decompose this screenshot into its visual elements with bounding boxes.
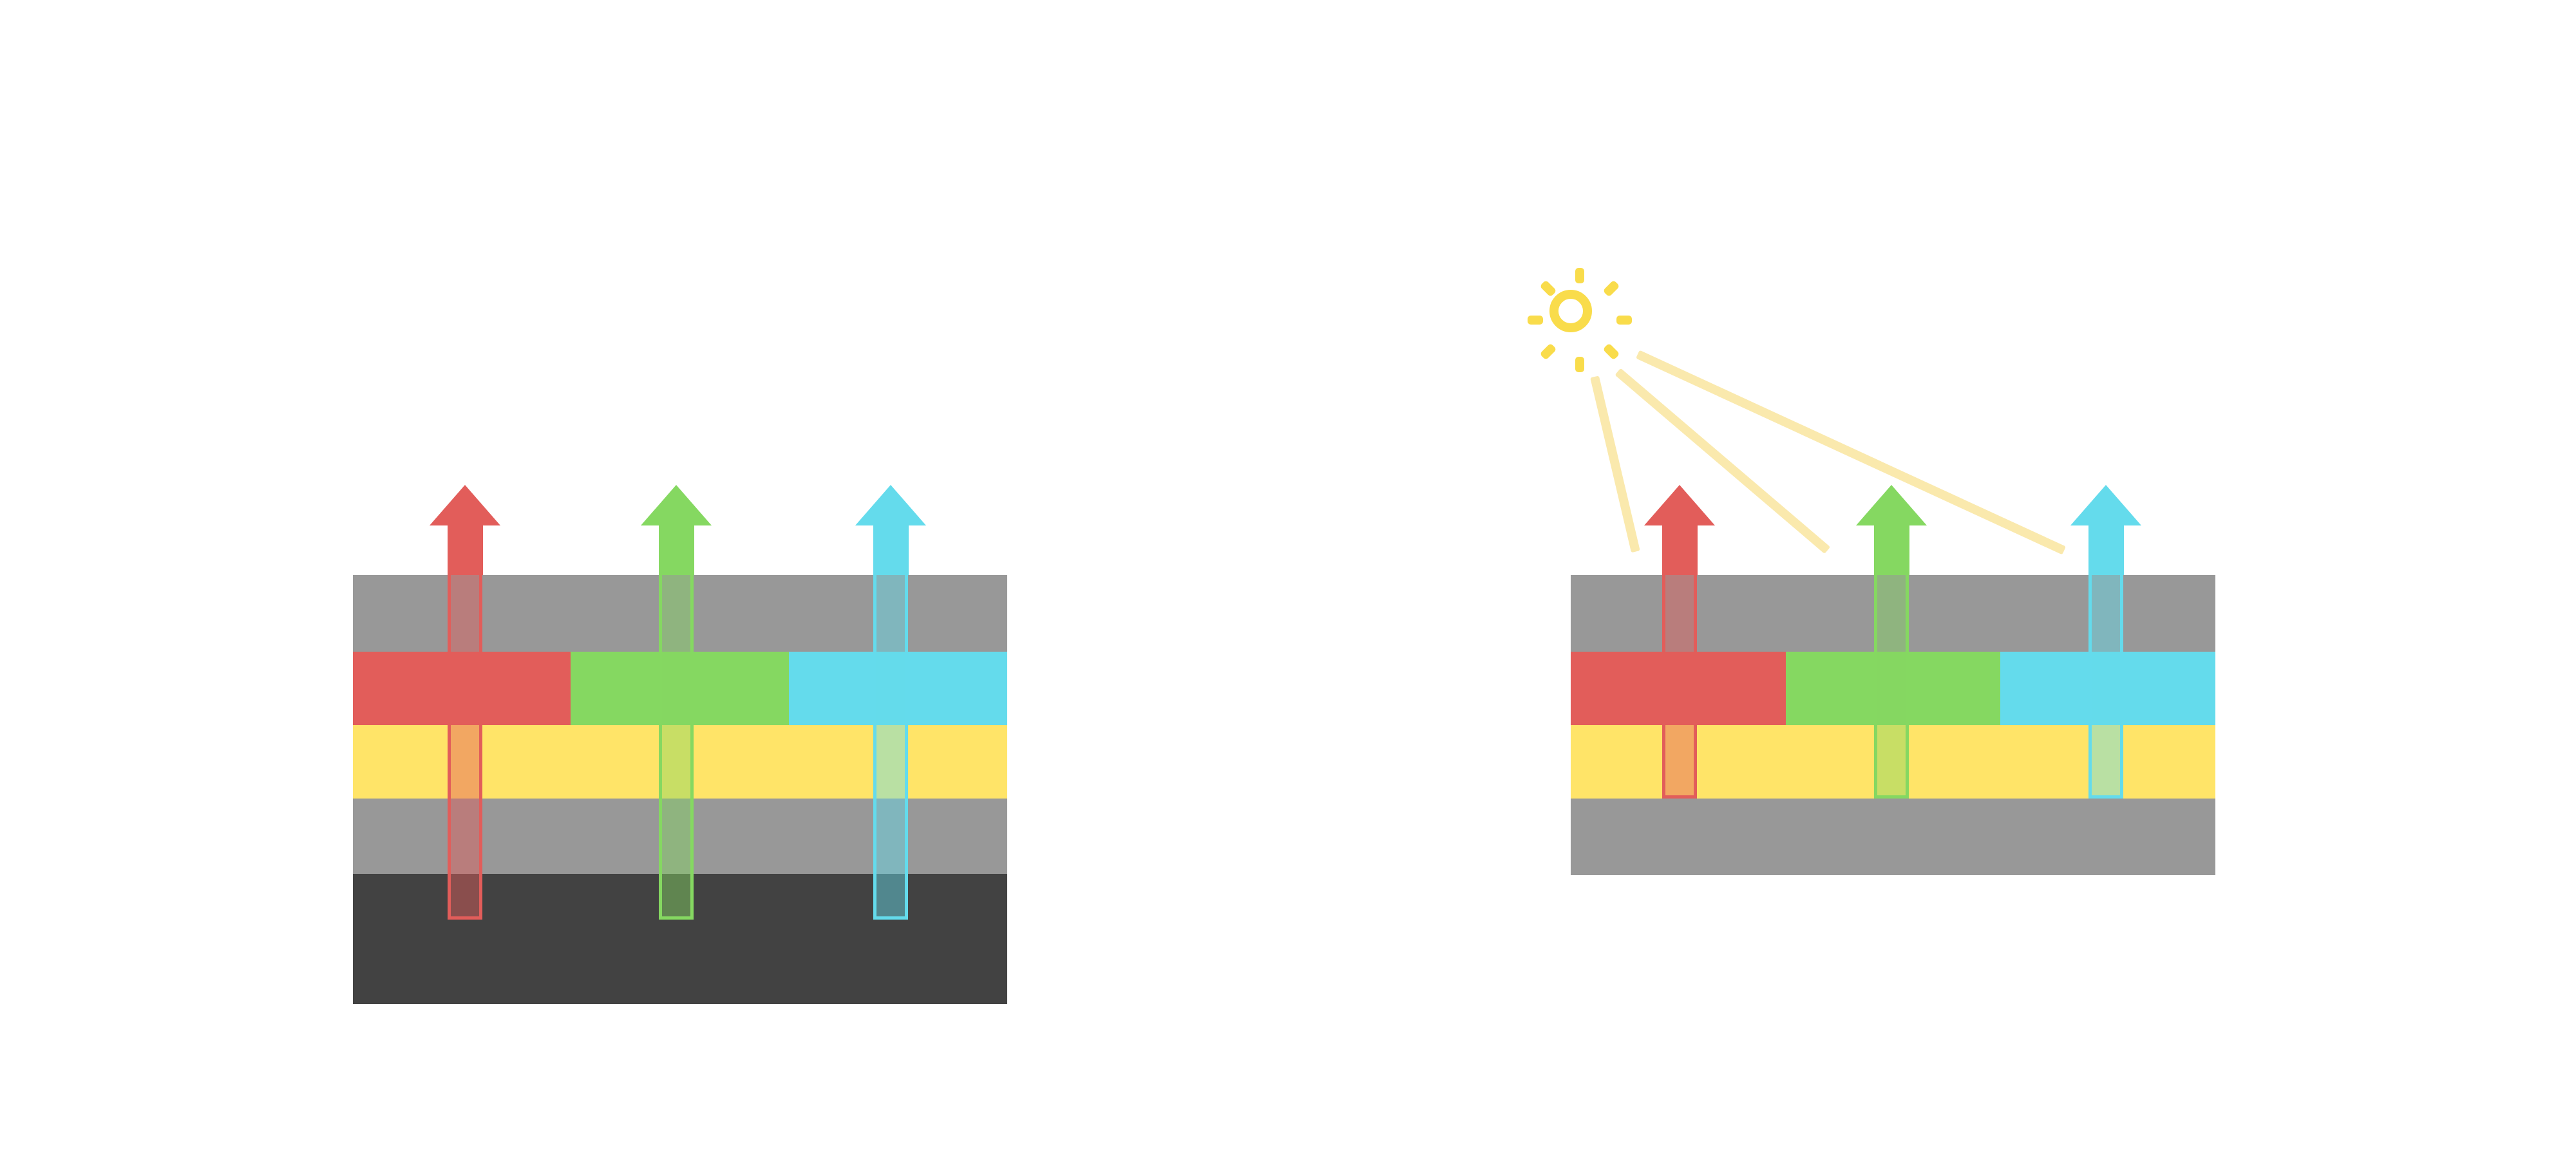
top-gray-layer bbox=[353, 575, 1007, 652]
sun-ray-icon bbox=[1575, 357, 1584, 372]
yellow-layer bbox=[1571, 725, 2215, 799]
blue-light-arrow-head bbox=[855, 485, 926, 525]
blue-light-arrow-head bbox=[2070, 485, 2141, 525]
sun-ray-icon bbox=[1616, 316, 1632, 325]
color-filter-red bbox=[1571, 652, 1786, 725]
sun-ray-icon bbox=[1528, 316, 1543, 325]
red-light-arrow-tail bbox=[1662, 575, 1697, 799]
sun-ray-icon bbox=[1602, 279, 1620, 298]
color-filter-green bbox=[571, 652, 789, 725]
blue-light-arrow-tail bbox=[873, 575, 908, 920]
red-light-arrow-head bbox=[430, 485, 500, 525]
color-filter-green bbox=[1786, 652, 2000, 725]
bottom-gray-layer bbox=[1571, 799, 2215, 875]
green-light-arrow-tail bbox=[659, 575, 694, 920]
green-light-arrow-shaft bbox=[1873, 525, 1909, 575]
green-light-arrow-head bbox=[1856, 485, 1927, 525]
sun-icon bbox=[1549, 290, 1592, 332]
sun-ray-icon bbox=[1539, 343, 1557, 361]
blue-light-arrow-shaft bbox=[2088, 525, 2124, 575]
yellow-layer bbox=[353, 725, 1007, 799]
blue-light-arrow-tail bbox=[2088, 575, 2123, 799]
dark-backplane-layer bbox=[353, 874, 1007, 1004]
red-light-arrow-head bbox=[1644, 485, 1715, 525]
color-filter-blue bbox=[789, 652, 1007, 725]
sun-ray-icon bbox=[1539, 279, 1557, 298]
sun-beam-1 bbox=[1590, 375, 1640, 553]
sun-ray-icon bbox=[1575, 268, 1584, 283]
top-gray-layer bbox=[1571, 575, 2215, 652]
red-light-arrow-tail bbox=[448, 575, 482, 920]
blue-light-arrow-shaft bbox=[873, 525, 909, 575]
green-light-arrow-head bbox=[641, 485, 712, 525]
green-light-arrow-shaft bbox=[658, 525, 694, 575]
bottom-gray-layer bbox=[353, 799, 1007, 874]
color-filter-red bbox=[353, 652, 571, 725]
red-light-arrow-shaft bbox=[447, 525, 483, 575]
sun-ray-icon bbox=[1602, 343, 1620, 361]
red-light-arrow-shaft bbox=[1662, 525, 1698, 575]
green-light-arrow-tail bbox=[1874, 575, 1909, 799]
color-filter-blue bbox=[2000, 652, 2215, 725]
